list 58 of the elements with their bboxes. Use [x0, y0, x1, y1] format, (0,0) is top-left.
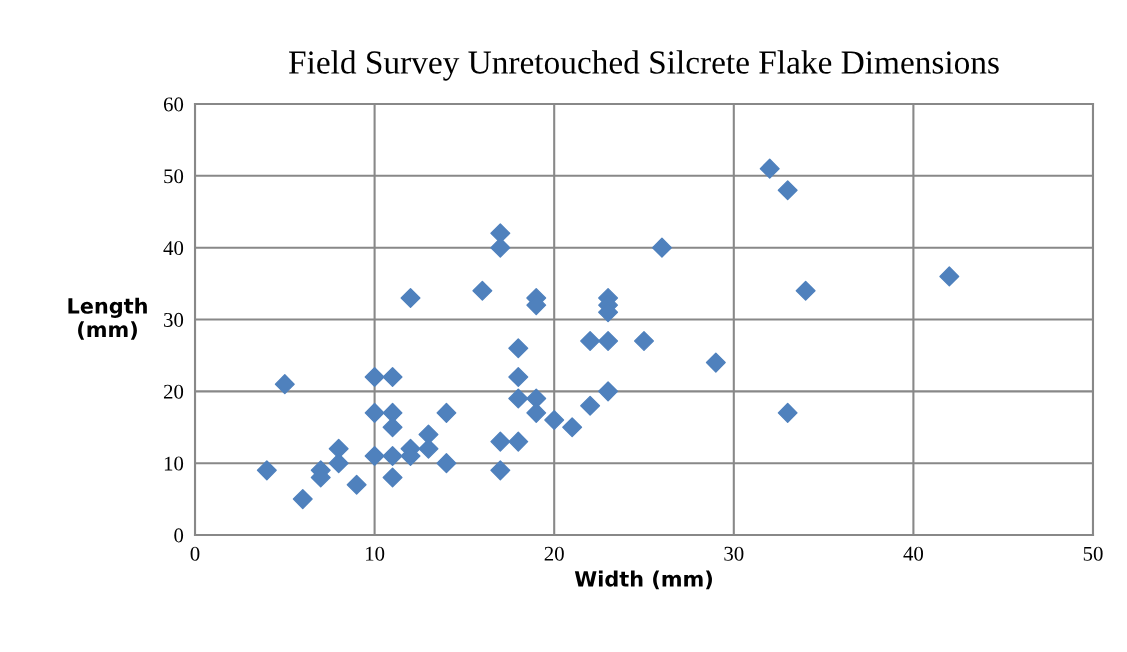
point	[795, 280, 816, 301]
y-tick-label: 10	[164, 456, 184, 471]
point	[508, 366, 529, 387]
point	[598, 381, 619, 402]
point	[508, 338, 529, 359]
point	[382, 417, 403, 438]
y-tick-label: 60	[163, 97, 184, 112]
point	[472, 280, 493, 301]
y-axis-title: Length (mm)	[68, 297, 147, 340]
x-tick-label: 40	[903, 546, 924, 561]
point	[580, 331, 601, 352]
chart-title: Field Survey Unretouched Silcrete Flake Dimensions	[289, 50, 999, 81]
point	[364, 402, 385, 423]
point	[777, 402, 798, 423]
point	[274, 374, 295, 395]
point	[759, 158, 780, 179]
point	[256, 460, 277, 481]
point	[508, 431, 529, 452]
x-tick-label: 30	[724, 546, 744, 561]
point	[777, 180, 798, 201]
point	[418, 438, 439, 459]
point	[508, 388, 529, 409]
y-tick-label: 20	[163, 384, 184, 399]
x-tick-label: 20	[544, 546, 564, 561]
point	[436, 453, 457, 474]
point	[382, 366, 403, 387]
point	[562, 417, 583, 438]
point	[544, 410, 565, 431]
x-axis-title: Width (mm)	[574, 570, 712, 590]
point	[490, 431, 511, 452]
point	[598, 331, 619, 352]
point	[526, 402, 547, 423]
point	[328, 453, 349, 474]
point	[364, 366, 385, 387]
point	[490, 460, 511, 481]
x-tick-label: 10	[366, 546, 385, 561]
point	[328, 438, 349, 459]
point	[418, 424, 439, 445]
x-tick-label: 0	[190, 546, 200, 561]
point	[382, 445, 403, 466]
point	[364, 445, 385, 466]
point	[633, 331, 655, 352]
point	[651, 237, 672, 258]
point	[939, 266, 960, 287]
point	[705, 352, 726, 373]
y-tick-label: 40	[163, 241, 184, 256]
point	[400, 287, 421, 308]
point	[526, 388, 547, 409]
point	[580, 395, 601, 416]
y-tick-label: 0	[174, 528, 184, 543]
point	[382, 467, 403, 488]
point	[436, 402, 457, 423]
x-tick-label: 50	[1083, 546, 1103, 561]
point	[346, 474, 367, 495]
point	[490, 237, 511, 258]
y-tick-label: 30	[164, 312, 184, 327]
y-tick-label: 50	[164, 169, 184, 184]
point	[292, 489, 313, 510]
